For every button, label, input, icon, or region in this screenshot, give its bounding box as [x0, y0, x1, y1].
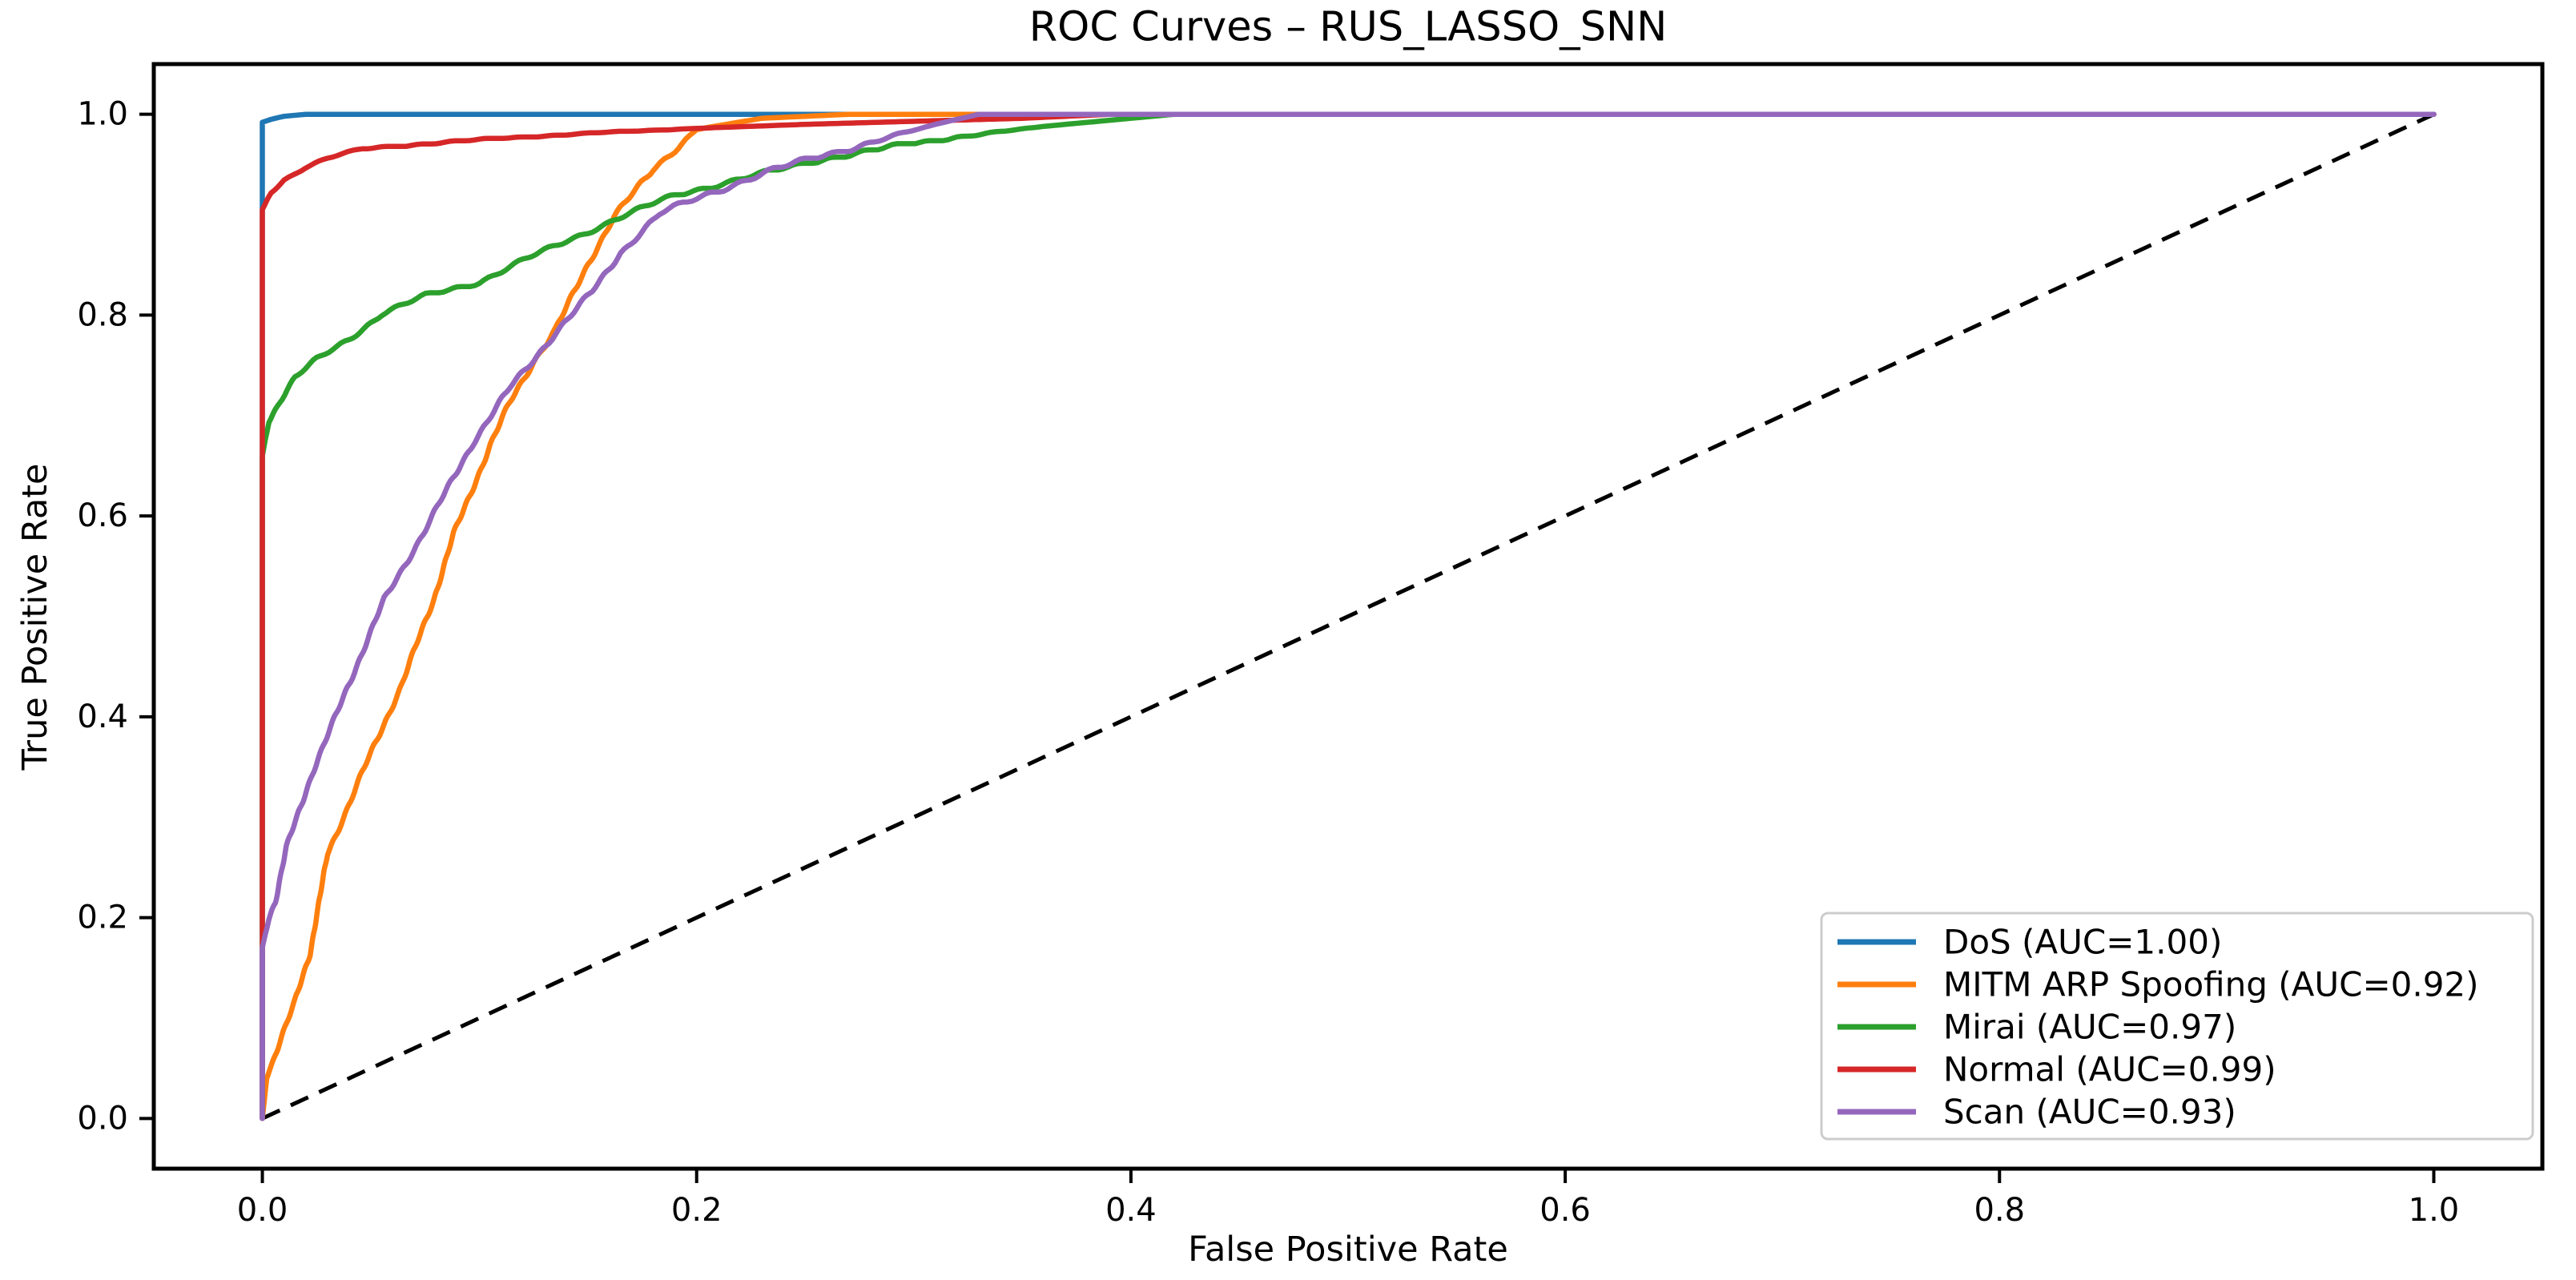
y-tick-label: 0.2	[77, 900, 128, 936]
y-axis-label: True Positive Rate	[15, 463, 55, 771]
legend-box	[1820, 912, 2534, 1141]
x-tick-label: 0.0	[237, 1192, 288, 1229]
legend-label-mirai: Mirai (AUC=0.97)	[1943, 1008, 2236, 1047]
legend-item-mitm-arp-spoofing: MITM ARP Spoofing (AUC=0.92)	[1837, 965, 2479, 1004]
x-tick-label: 1.0	[2409, 1192, 2460, 1229]
chart-title: ROC Curves – RUS_LASSO_SNN	[1029, 4, 1668, 51]
y-tick-label: 1.0	[77, 96, 128, 133]
x-tick-label: 0.8	[1974, 1192, 2025, 1229]
roc-curve-scan	[260, 111, 2437, 1121]
legend-item-normal: Normal (AUC=0.99)	[1837, 1050, 2276, 1089]
legend-item-mirai: Mirai (AUC=0.97)	[1837, 1008, 2236, 1047]
y-tick-label: 0.8	[77, 296, 128, 333]
legend: DoS (AUC=1.00)MITM ARP Spoofing (AUC=0.9…	[1820, 912, 2534, 1141]
legend-label-normal: Normal (AUC=0.99)	[1943, 1050, 2276, 1089]
legend-label-scan: Scan (AUC=0.93)	[1943, 1093, 2236, 1132]
y-tick-label: 0.0	[77, 1100, 128, 1137]
x-axis-label: False Positive Rate	[1188, 1230, 1508, 1270]
legend-item-scan: Scan (AUC=0.93)	[1837, 1093, 2236, 1132]
y-tick-label: 0.4	[77, 698, 128, 735]
axes-frame	[151, 62, 2545, 1171]
legend-item-dos: DoS (AUC=1.00)	[1837, 923, 2222, 962]
x-tick-label: 0.6	[1540, 1192, 1591, 1229]
chance-line-layer	[261, 112, 2435, 1121]
legend-label-mitm-arp-spoofing: MITM ARP Spoofing (AUC=0.92)	[1943, 965, 2479, 1004]
plot-area: 0.0 0.2 0.4 0.6 0.8 1.0 0.0 0.2 0.4 0.6 0.8 1.0	[77, 62, 2545, 1229]
chance-diagonal	[261, 112, 2435, 1121]
x-tick-label: 0.4	[1105, 1192, 1157, 1229]
x-tick-label: 0.2	[671, 1192, 722, 1229]
roc-curves-layer	[260, 111, 2437, 1121]
y-tick-label: 0.6	[77, 497, 128, 534]
legend-label-dos: DoS (AUC=1.00)	[1943, 923, 2222, 962]
